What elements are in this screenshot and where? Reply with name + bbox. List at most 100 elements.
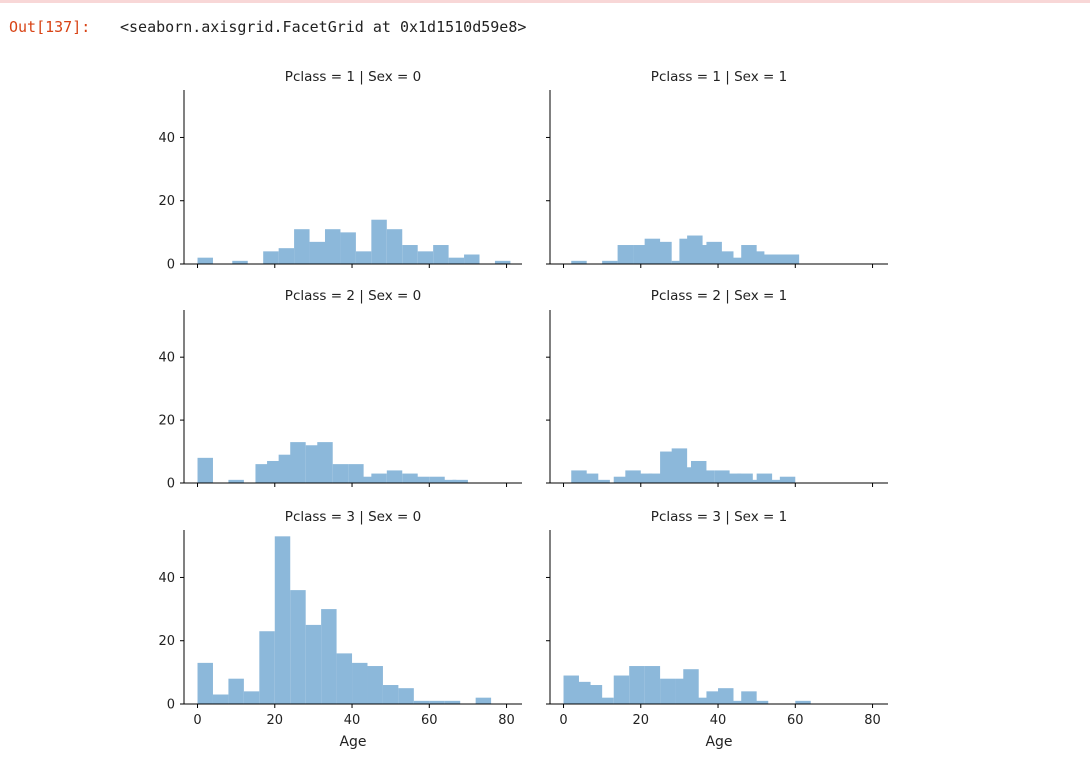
hist-bar [243, 691, 260, 704]
hist-bar [278, 248, 295, 264]
y-tick-label: 0 [167, 258, 175, 273]
output-row: Out[137]: <seaborn.axisgrid.FacetGrid at… [0, 14, 1090, 42]
hist-bar [290, 590, 306, 704]
hist-bar [582, 473, 599, 483]
hist-bar [656, 241, 672, 264]
hist-bar [613, 675, 630, 704]
hist-bar [197, 257, 213, 264]
hist-bar [594, 479, 610, 483]
hist-bar [267, 460, 283, 483]
hist-bar [398, 688, 414, 704]
hist-bar [324, 229, 341, 264]
hist-bar [417, 251, 434, 264]
x-tick-label: 20 [267, 713, 284, 728]
y-tick-label: 40 [158, 571, 175, 586]
x-tick-label: 40 [344, 713, 361, 728]
hist-bar [402, 473, 418, 483]
hist-bar [228, 678, 244, 704]
y-tick-label: 20 [158, 194, 175, 209]
hist-bar [464, 254, 480, 264]
hist-bar [212, 694, 229, 704]
hist-bar [440, 479, 457, 483]
x-tick-label: 80 [498, 713, 515, 728]
hist-bar [197, 457, 213, 483]
hist-bar [448, 257, 465, 264]
hist-bar [452, 479, 468, 483]
hist-bar [352, 662, 368, 704]
panel-title-5: Pclass = 3 | Sex = 0 [285, 509, 421, 525]
y-tick-label: 40 [158, 351, 175, 366]
y-tick-label: 0 [167, 477, 175, 492]
hist-bar [725, 473, 742, 483]
hist-bar [228, 479, 244, 483]
hist-bar [752, 700, 769, 704]
hist-bar [429, 700, 445, 704]
hist-bar [698, 470, 715, 483]
hist-bar [760, 254, 776, 264]
x-axis-label: Age [339, 734, 366, 750]
hist-bar [729, 257, 746, 264]
hist-bar [660, 678, 676, 704]
hist-bar [371, 473, 387, 483]
y-tick-label: 20 [158, 414, 175, 429]
hist-bar [613, 476, 630, 483]
hist-bar [359, 476, 376, 483]
hist-bar [494, 260, 511, 264]
x-tick-label: 0 [193, 713, 201, 728]
hist-bar [475, 697, 492, 704]
hist-bar [783, 254, 800, 264]
hist-bar [718, 688, 734, 704]
hist-bar [617, 245, 634, 264]
x-tick-label: 0 [559, 713, 567, 728]
hist-bar [413, 476, 430, 483]
hist-bar [636, 473, 653, 483]
hist-bar [694, 697, 711, 704]
y-tick-label: 20 [158, 634, 175, 649]
hist-bar [772, 254, 788, 264]
x-tick-label: 60 [421, 713, 438, 728]
hist-bar [197, 662, 213, 704]
hist-bar [629, 666, 645, 704]
x-axis-label: Age [705, 734, 732, 750]
x-tick-label: 60 [787, 713, 804, 728]
hist-bar [340, 232, 356, 264]
cell-top-border [0, 0, 1090, 3]
hist-bar [737, 473, 753, 483]
hist-bar [779, 476, 796, 483]
panel-title-2: Pclass = 1 | Sex = 1 [651, 69, 787, 85]
x-tick-label: 80 [864, 713, 881, 728]
hist-bar [274, 536, 291, 704]
hist-bar [305, 624, 322, 704]
hist-bar [413, 700, 430, 704]
hist-bar [290, 442, 306, 483]
hist-bar [317, 442, 333, 483]
hist-bar [321, 609, 337, 704]
hist-bar [294, 229, 310, 264]
hist-bar [768, 479, 784, 483]
output-repr: <seaborn.axisgrid.FacetGrid at 0x1d1510d… [120, 18, 527, 36]
panel-title-1: Pclass = 1 | Sex = 0 [285, 69, 421, 85]
hist-bar [444, 700, 461, 704]
hist-bar [683, 669, 699, 704]
hist-bar [756, 473, 773, 483]
hist-bar [309, 241, 325, 264]
hist-bar [602, 260, 618, 264]
x-tick-label: 40 [710, 713, 727, 728]
hist-bar [386, 229, 403, 264]
hist-bar [259, 631, 275, 704]
hist-bar [263, 251, 279, 264]
panel-title-4: Pclass = 2 | Sex = 1 [651, 288, 787, 304]
output-prompt: Out[137]: [9, 18, 91, 36]
hist-bar [332, 464, 349, 483]
x-tick-label: 20 [633, 713, 650, 728]
panel-title-3: Pclass = 2 | Sex = 0 [285, 288, 421, 304]
hist-bar [644, 666, 661, 704]
hist-bar [429, 476, 445, 483]
y-tick-label: 0 [167, 698, 175, 713]
hist-bar [348, 464, 364, 483]
hist-bar [336, 653, 353, 704]
hist-bar [571, 260, 587, 264]
hist-bar [371, 219, 387, 264]
hist-bar [386, 470, 403, 483]
